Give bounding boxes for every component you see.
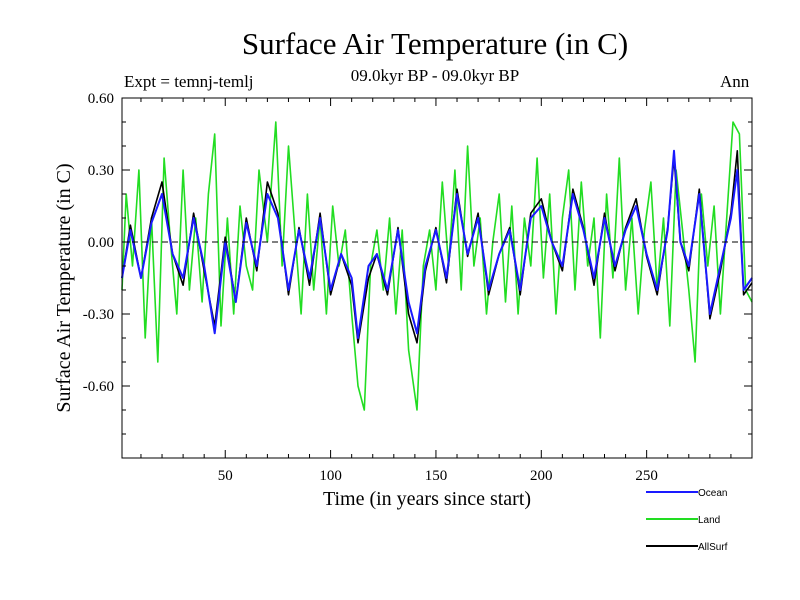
y-tick-label: -0.60 xyxy=(83,379,114,395)
y-tick-label: -0.30 xyxy=(83,307,114,323)
x-tick-label: 150 xyxy=(425,468,448,484)
experiment-label: Expt = temnj-temlj xyxy=(124,72,254,91)
chart-subtitle: 09.0kyr BP - 09.0kyr BP xyxy=(350,66,520,85)
ticks-layer: 50 100 150 200 250 0.60 0.30 0.00 -0.30 -0.60 xyxy=(83,91,752,484)
x-tick-label: 200 xyxy=(530,468,553,484)
x-tick-label: 250 xyxy=(635,468,658,484)
legend: Ocean Land AllSurf xyxy=(646,488,728,553)
chart-title: Surface Air Temperature (in C) xyxy=(241,26,629,61)
legend-label-ocean: Ocean xyxy=(698,488,727,499)
series-line-ocean xyxy=(121,149,753,339)
series-line-land xyxy=(121,121,753,411)
legend-label-allsurf: AllSurf xyxy=(698,542,728,553)
y-axis-label: Surface Air Temperature (in C) xyxy=(53,163,75,412)
y-tick-label: 0.30 xyxy=(88,163,114,179)
y-tick-label: 0.60 xyxy=(88,91,114,107)
plot-frame xyxy=(121,97,753,459)
x-axis-label: Time (in years since start) xyxy=(323,488,531,510)
x-tick-label: 50 xyxy=(218,468,233,484)
x-tick-label: 100 xyxy=(319,468,342,484)
series-layer xyxy=(121,121,753,411)
legend-label-land: Land xyxy=(698,515,720,526)
y-tick-label: 0.00 xyxy=(88,235,114,251)
season-label: Ann xyxy=(720,72,750,91)
